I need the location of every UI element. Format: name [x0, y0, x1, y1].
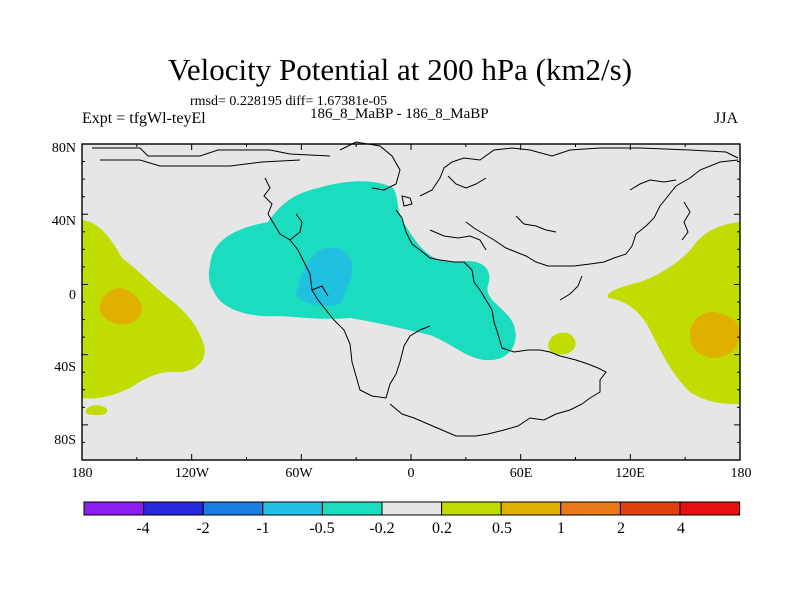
colorbar-label-7: 0.5: [492, 520, 512, 537]
positive-anomaly-east: [607, 222, 740, 405]
coastline-europe-africa: [389, 209, 607, 437]
lon-label-0: 0: [407, 466, 415, 481]
colorbar-box: [381, 501, 443, 516]
cases-label: 186_8_MaBP - 186_8_MaBP: [310, 106, 489, 122]
positive-anomaly-west: [82, 220, 205, 399]
lon-label-180w: 180: [71, 466, 93, 481]
coastline-arabia: [447, 175, 487, 189]
coastline-scandinavia: [515, 215, 557, 233]
coastline-japan: [629, 179, 677, 191]
coastline-eurasia-east: [465, 159, 739, 267]
colorbar-label-1: -4: [136, 520, 150, 537]
coastline-arctic-canada: [100, 159, 301, 167]
coastline-kamchatka: [681, 201, 691, 241]
colorbar-box: [679, 501, 741, 516]
colorbar-label-8: 1: [557, 520, 565, 537]
colorbar-box: [500, 501, 562, 516]
axis-ticks: [81, 143, 741, 461]
coastline-florida: [289, 213, 303, 241]
colorbar-label-6: 0.2: [432, 520, 452, 537]
colorbar-box: [83, 501, 145, 516]
experiment-label: Expt = tfgWl-teyEl: [82, 110, 206, 127]
colorbar-label-2: -2: [196, 520, 210, 537]
lon-label-180e: 180: [730, 466, 752, 481]
colorbar-box: [619, 501, 681, 516]
season-label: JJA: [714, 110, 739, 127]
coastline-greenland: [339, 141, 401, 191]
colorbar: [83, 501, 741, 516]
positive-anomaly-west-core: [99, 288, 142, 325]
lon-label-60w: 60W: [285, 466, 313, 481]
coastline-greenland-north: [92, 147, 331, 157]
negative-anomaly-region: [208, 181, 516, 361]
colorbar-label-5: -0.2: [369, 520, 395, 537]
lat-label-40n: 40N: [51, 214, 76, 229]
coastline-eurasia-north: [419, 147, 739, 197]
colorbar-label-4: -0.5: [309, 520, 335, 537]
colorbar-box: [143, 501, 204, 516]
colorbar-box: [202, 501, 264, 516]
coastline-north-america: [263, 177, 431, 399]
positive-anomaly-small: [548, 332, 576, 355]
coastline-caribbean: [311, 285, 329, 297]
colorbar-label-10: 4: [677, 520, 685, 537]
lat-label-0: 0: [69, 288, 76, 303]
lon-label-60e: 60E: [509, 466, 533, 481]
coastlines: [92, 141, 739, 437]
lat-label-80n: 80N: [51, 141, 76, 156]
colorbar-label-3: -1: [256, 520, 270, 537]
positive-anomaly-east-core: [689, 312, 740, 358]
colorbar-box: [321, 501, 383, 516]
lon-label-120w: 120W: [174, 466, 210, 481]
colorbar-box: [262, 501, 323, 516]
negative-anomaly-core: [296, 247, 353, 306]
coastline-indochina: [559, 275, 583, 301]
coastline-mediterranean: [429, 229, 487, 251]
coastline-iceland: [401, 195, 413, 207]
lon-label-120e: 120E: [615, 466, 645, 481]
colorbar-label-9: 2: [617, 520, 625, 537]
plot-title: Velocity Potential at 200 hPa (km2/s): [167, 52, 633, 87]
positive-anomaly-dot: [85, 405, 108, 416]
stats-text: rmsd= 0.228195 diff= 1.67381e-05: [190, 94, 388, 109]
lat-label-80s: 80S: [54, 433, 76, 448]
colorbar-box: [441, 501, 502, 516]
lat-label-40s: 40S: [54, 360, 76, 375]
colorbar-box: [560, 501, 621, 516]
